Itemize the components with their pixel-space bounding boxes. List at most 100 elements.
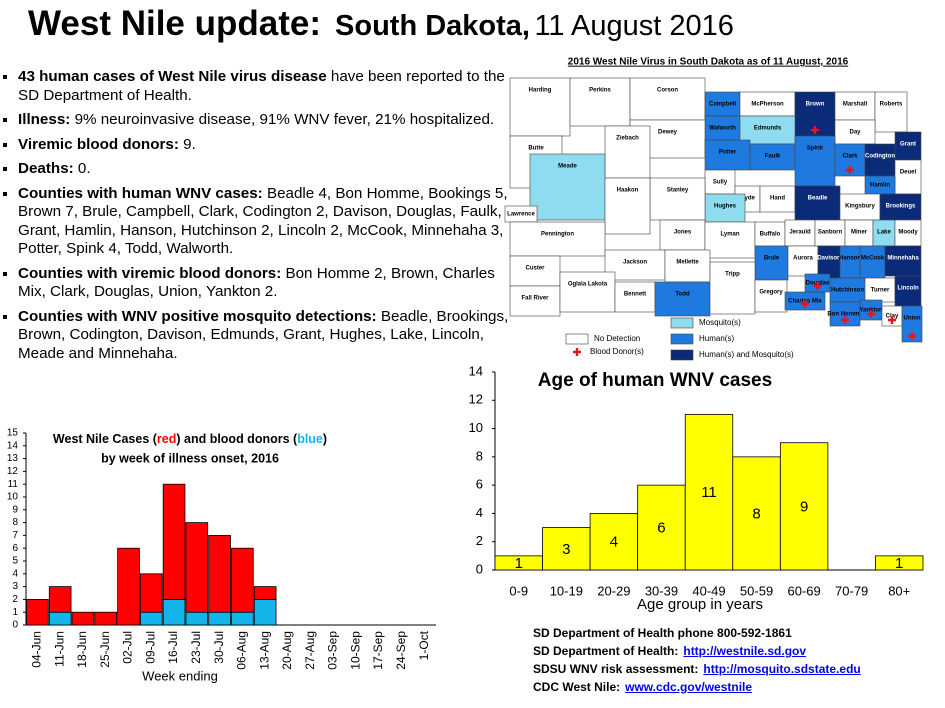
legend-swatch <box>670 349 694 361</box>
county-label: Lyman <box>720 232 739 238</box>
county-label: Haakon <box>617 188 639 194</box>
y-tick-label: 2 <box>12 594 18 605</box>
y-tick-label: 15 <box>7 428 19 439</box>
county-label: Moody <box>898 230 918 236</box>
county-label: Bon Homme <box>827 312 863 318</box>
x-tick-label: 60-69 <box>787 583 820 598</box>
y-tick-label: 12 <box>469 392 483 407</box>
bullet-text: Beadle, Brookings, Brown, Codington, Dav… <box>18 307 509 362</box>
bullet: 43 human cases of West Nile virus diseas… <box>18 68 514 105</box>
chart-title: West Nile Cases (red) and blood donors (… <box>53 432 327 446</box>
bar-segment <box>231 611 254 626</box>
county-label: Dewey <box>658 130 678 136</box>
y-tick-label: 4 <box>476 505 483 520</box>
x-tick-label: 06-Aug <box>235 631 249 670</box>
x-tick-label: 30-Jul <box>212 631 226 664</box>
county-label: Brule <box>764 256 780 262</box>
county-label: Davison <box>817 256 841 262</box>
date: 11 August 2016 <box>534 10 734 42</box>
x-tick-label: 03-Sep <box>326 631 340 670</box>
county <box>879 193 922 221</box>
value-label: 11 <box>701 484 717 501</box>
bullet-label: Deaths: <box>18 160 74 177</box>
x-tick-label: 70-79 <box>835 583 868 598</box>
bullet-text: Bon Homme 2, Brown, Charles Mix, Clark, … <box>18 264 495 301</box>
county-label: Lincoln <box>897 286 919 292</box>
county <box>894 275 922 307</box>
donor-cross <box>811 126 819 134</box>
donor-cross <box>841 316 849 324</box>
county <box>794 185 841 221</box>
title-part: red <box>157 432 176 446</box>
contact-link[interactable]: www.cdc.gov/westnile <box>625 680 753 694</box>
county-label: Jerauld <box>789 230 811 236</box>
county <box>704 221 756 259</box>
bar <box>732 456 781 571</box>
bullet-label: Illness: <box>18 111 71 128</box>
legend-label: Blood Donor(s) <box>590 347 644 356</box>
county-label: Day <box>849 130 861 136</box>
y-tick-label: 5 <box>12 556 18 567</box>
bar-segment <box>208 611 231 626</box>
bullet-text: have been reported to the SD Department … <box>18 68 505 104</box>
county-label: Lake <box>877 230 891 236</box>
y-tick-label: 3 <box>12 581 18 592</box>
county-label: McPherson <box>751 102 784 108</box>
bullet: Counties with human WNV cases: Beadle 4,… <box>18 185 514 259</box>
y-tick-label: 11 <box>8 479 19 490</box>
county-label: Deuel <box>900 170 917 176</box>
y-tick-label: 0 <box>476 561 483 576</box>
contact-label: SD Department of Health phone 800-592-18… <box>533 626 792 640</box>
x-tick-label: 02-Jul <box>121 631 135 664</box>
bar-segment <box>26 599 49 626</box>
bullet: Counties with viremic blood donors: Bon … <box>18 265 514 302</box>
bullet-text: Beadle 4, Bon Homme, Bookings 5, Brown 7… <box>18 184 508 258</box>
contact-line: CDC West Nile: www.cdc.gov/westnile <box>533 678 861 696</box>
county-label: Campbell <box>709 102 736 108</box>
county <box>844 219 874 247</box>
bar-segment <box>71 611 95 626</box>
x-tick-label: 1-Oct <box>417 630 431 660</box>
x-tick-label: 13-Aug <box>257 631 271 670</box>
donor-cross <box>801 300 809 308</box>
county <box>509 221 606 257</box>
county-label: Miner <box>851 230 868 236</box>
legend-donor-cross <box>573 348 581 356</box>
legend-swatch <box>565 333 589 345</box>
county <box>614 281 656 313</box>
contact-link[interactable]: http://mosquito.sdstate.edu <box>703 662 861 676</box>
x-tick-label: 24-Sep <box>394 631 408 670</box>
county <box>704 193 746 223</box>
x-tick-label: 04-Jun <box>30 631 44 668</box>
county <box>894 159 922 195</box>
contact-link[interactable]: http://westnile.sd.gov <box>683 644 807 658</box>
contacts: SD Department of Health phone 800-592-18… <box>533 624 861 696</box>
county-label: Meade <box>558 164 577 170</box>
county <box>704 91 741 117</box>
bullet: Counties with WNV positive mosquito dete… <box>18 308 514 364</box>
bullet-list: 43 human cases of West Nile virus diseas… <box>4 68 514 369</box>
county-label: McCook <box>861 256 885 262</box>
x-tick-label: 11-Jun <box>52 631 66 667</box>
county <box>739 115 796 145</box>
x-tick-label: 27-Aug <box>303 631 317 670</box>
map-title: 2016 West Nile Virus in South Dakota as … <box>568 57 849 68</box>
x-tick-label: 40-49 <box>692 583 725 598</box>
x-tick-label: 25-Jun <box>98 631 112 668</box>
county <box>604 125 651 179</box>
bar-segment <box>139 611 163 626</box>
county-label: Pennington <box>541 232 574 238</box>
county-label: Gregory <box>759 290 783 296</box>
county-label: Hanson <box>839 256 861 262</box>
bar-segment <box>253 599 277 626</box>
value-label: 1 <box>515 555 523 572</box>
place: South Dakota, <box>335 10 530 42</box>
x-axis-label: Week ending <box>142 668 218 683</box>
bullet: Viremic blood donors: 9. <box>18 136 514 155</box>
county-label: Bennett <box>624 292 646 298</box>
county <box>884 245 922 277</box>
bar-segment <box>231 547 254 613</box>
title-part: blue <box>297 432 323 446</box>
value-label: 8 <box>752 505 760 522</box>
county <box>664 249 711 283</box>
